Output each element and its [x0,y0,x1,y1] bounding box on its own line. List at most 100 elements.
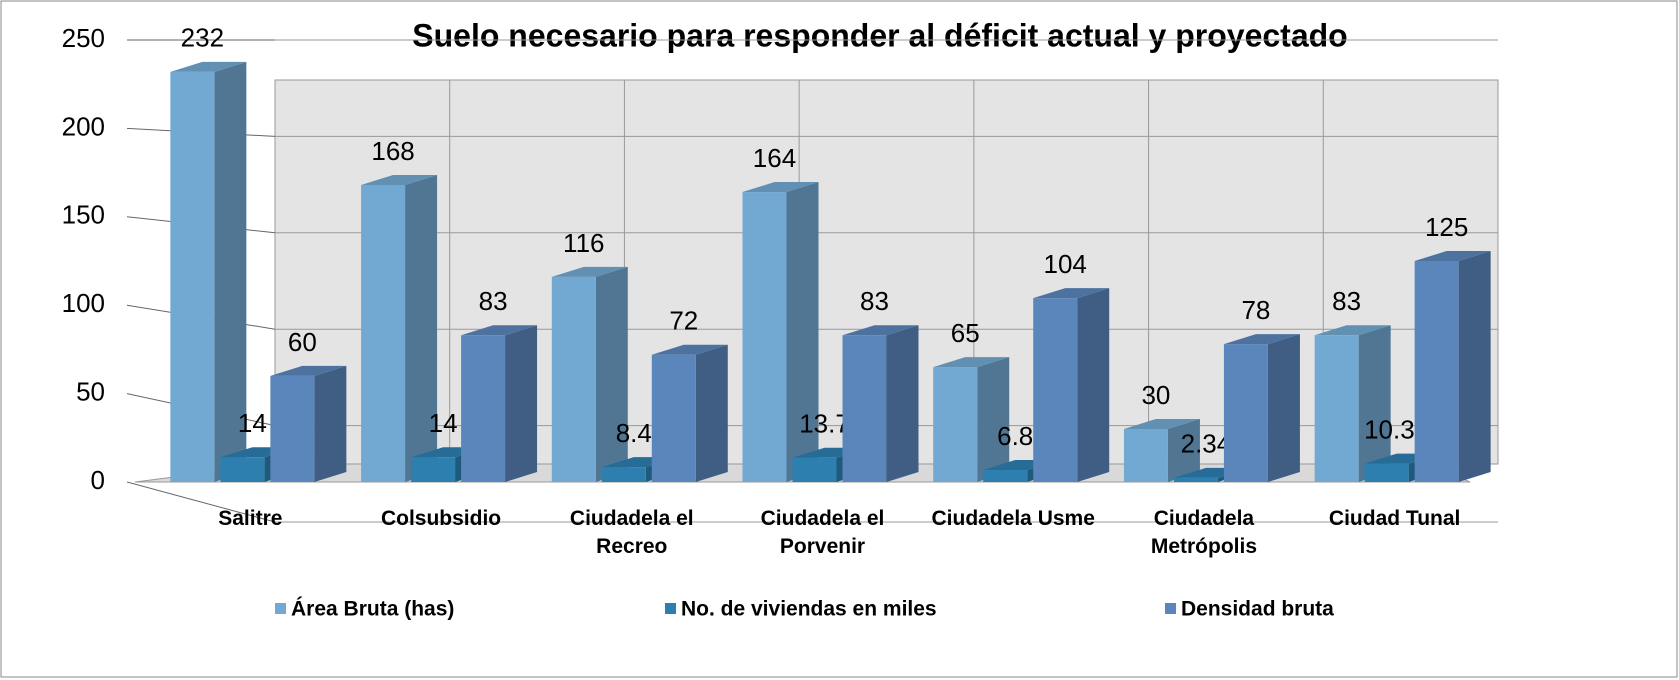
x-tick-label: Ciudadela el Porvenir [760,507,885,558]
bar-front [170,71,215,482]
bar-front [1314,335,1359,482]
bar [742,182,819,482]
data-label: 104 [1044,249,1087,279]
bar-side [1358,325,1391,482]
data-label: 78 [1241,295,1270,325]
data-label: 125 [1425,212,1468,242]
data-label: 30 [1141,380,1170,410]
data-label: 13.7 [799,409,850,439]
grid-line [126,481,276,523]
x-tick-label: Ciudadela el Recreo [569,507,694,558]
bar-side [695,344,728,482]
bar-front [1223,344,1268,482]
y-tick-label: 0 [91,465,105,495]
bar-side [1458,251,1491,482]
bar-side [1267,334,1300,482]
bar-front [1123,428,1168,482]
bar [651,344,728,482]
y-tick-label: 50 [76,376,105,406]
x-tick-label: Ciudadela Metrópolis [1150,507,1257,558]
data-label: 14 [429,408,458,438]
bar-top [742,182,819,193]
bar [461,325,538,482]
bar-top [1414,251,1491,261]
bar [1314,325,1391,482]
bar-front [742,192,787,482]
bar-front [651,354,696,482]
bar-side [214,61,247,482]
bar-top [1223,334,1300,345]
chart-title: Suelo necesario para responder al défici… [412,17,1347,53]
bar [933,357,1010,482]
bar [1223,334,1300,482]
data-label: 116 [563,228,604,258]
data-label: 2.34 [1181,429,1232,459]
bar-top [170,61,247,72]
bar-top [1033,288,1110,299]
bar-front [461,335,506,482]
bar-top [461,325,538,336]
bar-side [977,357,1010,482]
bar-front [983,469,1028,482]
data-label: 164 [753,143,796,173]
bar-front [1173,477,1218,482]
bar-top [361,174,438,185]
bar [1414,251,1491,482]
bar [1123,418,1200,482]
bar-front [220,457,265,482]
data-label: 8.4 [616,418,652,448]
bar-front [1364,463,1409,482]
data-label: 72 [669,306,698,336]
bar [551,266,628,482]
data-label: 83 [1332,286,1361,316]
legend-label: Densidad bruta [1181,598,1334,621]
bar-side [595,266,628,482]
legend-label: Área Bruta (has) [291,598,454,621]
bar-top [1314,325,1391,336]
legend-label: No. de viviendas en miles [681,598,937,621]
bar-front [1414,261,1459,482]
bar-top [551,266,628,277]
bar-side [886,325,919,482]
y-tick-label: 100 [62,288,105,318]
data-label: 168 [371,136,414,166]
x-tick-label: Colsubsidio [380,507,502,530]
bar-front [1033,298,1078,482]
x-tick-label: Ciudadela Usme [931,507,1095,530]
x-tick-label: Ciudad Tunal [1328,507,1461,530]
bar-side [505,325,538,482]
bar-top [842,325,919,336]
data-label: 6.8 [997,421,1033,451]
data-label: 60 [288,327,317,357]
bar-front [551,276,596,482]
y-tick-label: 200 [62,111,105,141]
bar-front [411,457,456,482]
bar-side [786,182,819,482]
bar-front [361,184,406,482]
bar-front [601,467,646,482]
data-label: 14 [238,408,267,438]
legend-swatch [665,603,676,614]
y-tick-label: 250 [62,23,105,53]
bar [361,174,438,482]
bar-top [933,357,1010,368]
bar-top [1123,418,1200,429]
bar-side [405,174,438,482]
bar-front [933,367,978,482]
bar-top [651,344,728,355]
bar [170,61,247,482]
bar-front [842,335,887,482]
bar-side [314,365,347,482]
bar-side [1077,288,1110,482]
legend-swatch [1165,603,1176,614]
data-label: 83 [479,286,508,316]
y-tick-label: 150 [62,200,105,230]
legend-swatch [275,603,286,614]
bar [270,365,347,482]
bar-side [1167,418,1200,482]
bar-front [270,375,315,482]
bar-top [270,365,347,376]
data-label: 83 [860,286,889,316]
data-label: 65 [951,318,980,348]
